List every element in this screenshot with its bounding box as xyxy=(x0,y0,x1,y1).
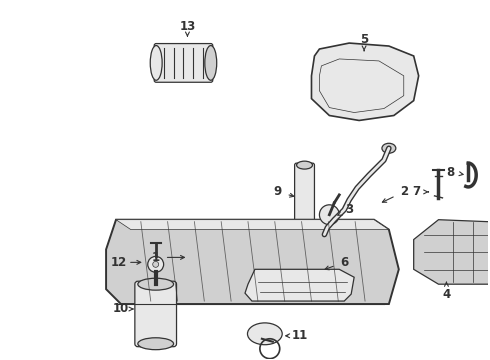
Circle shape xyxy=(148,256,164,272)
Circle shape xyxy=(153,261,159,267)
Ellipse shape xyxy=(247,323,282,345)
Text: 11: 11 xyxy=(292,329,308,342)
FancyBboxPatch shape xyxy=(294,163,315,229)
Text: 13: 13 xyxy=(179,20,196,33)
Text: 5: 5 xyxy=(360,33,368,46)
Ellipse shape xyxy=(138,338,173,350)
Polygon shape xyxy=(312,43,418,121)
Text: 8: 8 xyxy=(446,166,455,179)
Polygon shape xyxy=(414,220,490,284)
Text: 2: 2 xyxy=(400,185,408,198)
Polygon shape xyxy=(106,220,399,304)
Text: 10: 10 xyxy=(113,302,129,315)
Polygon shape xyxy=(116,220,389,230)
Text: 9: 9 xyxy=(273,185,282,198)
Ellipse shape xyxy=(138,278,173,290)
Text: 4: 4 xyxy=(442,288,451,301)
Text: 7: 7 xyxy=(413,185,421,198)
Text: 1: 1 xyxy=(151,251,160,264)
Text: 12: 12 xyxy=(111,256,127,269)
FancyBboxPatch shape xyxy=(154,44,213,82)
Text: 3: 3 xyxy=(345,203,353,216)
Circle shape xyxy=(318,228,331,242)
Text: 6: 6 xyxy=(340,256,348,269)
Circle shape xyxy=(319,205,339,225)
Ellipse shape xyxy=(205,46,217,80)
Ellipse shape xyxy=(150,46,162,80)
Ellipse shape xyxy=(296,161,313,169)
Ellipse shape xyxy=(382,143,396,153)
Polygon shape xyxy=(245,269,354,301)
FancyBboxPatch shape xyxy=(135,281,176,347)
